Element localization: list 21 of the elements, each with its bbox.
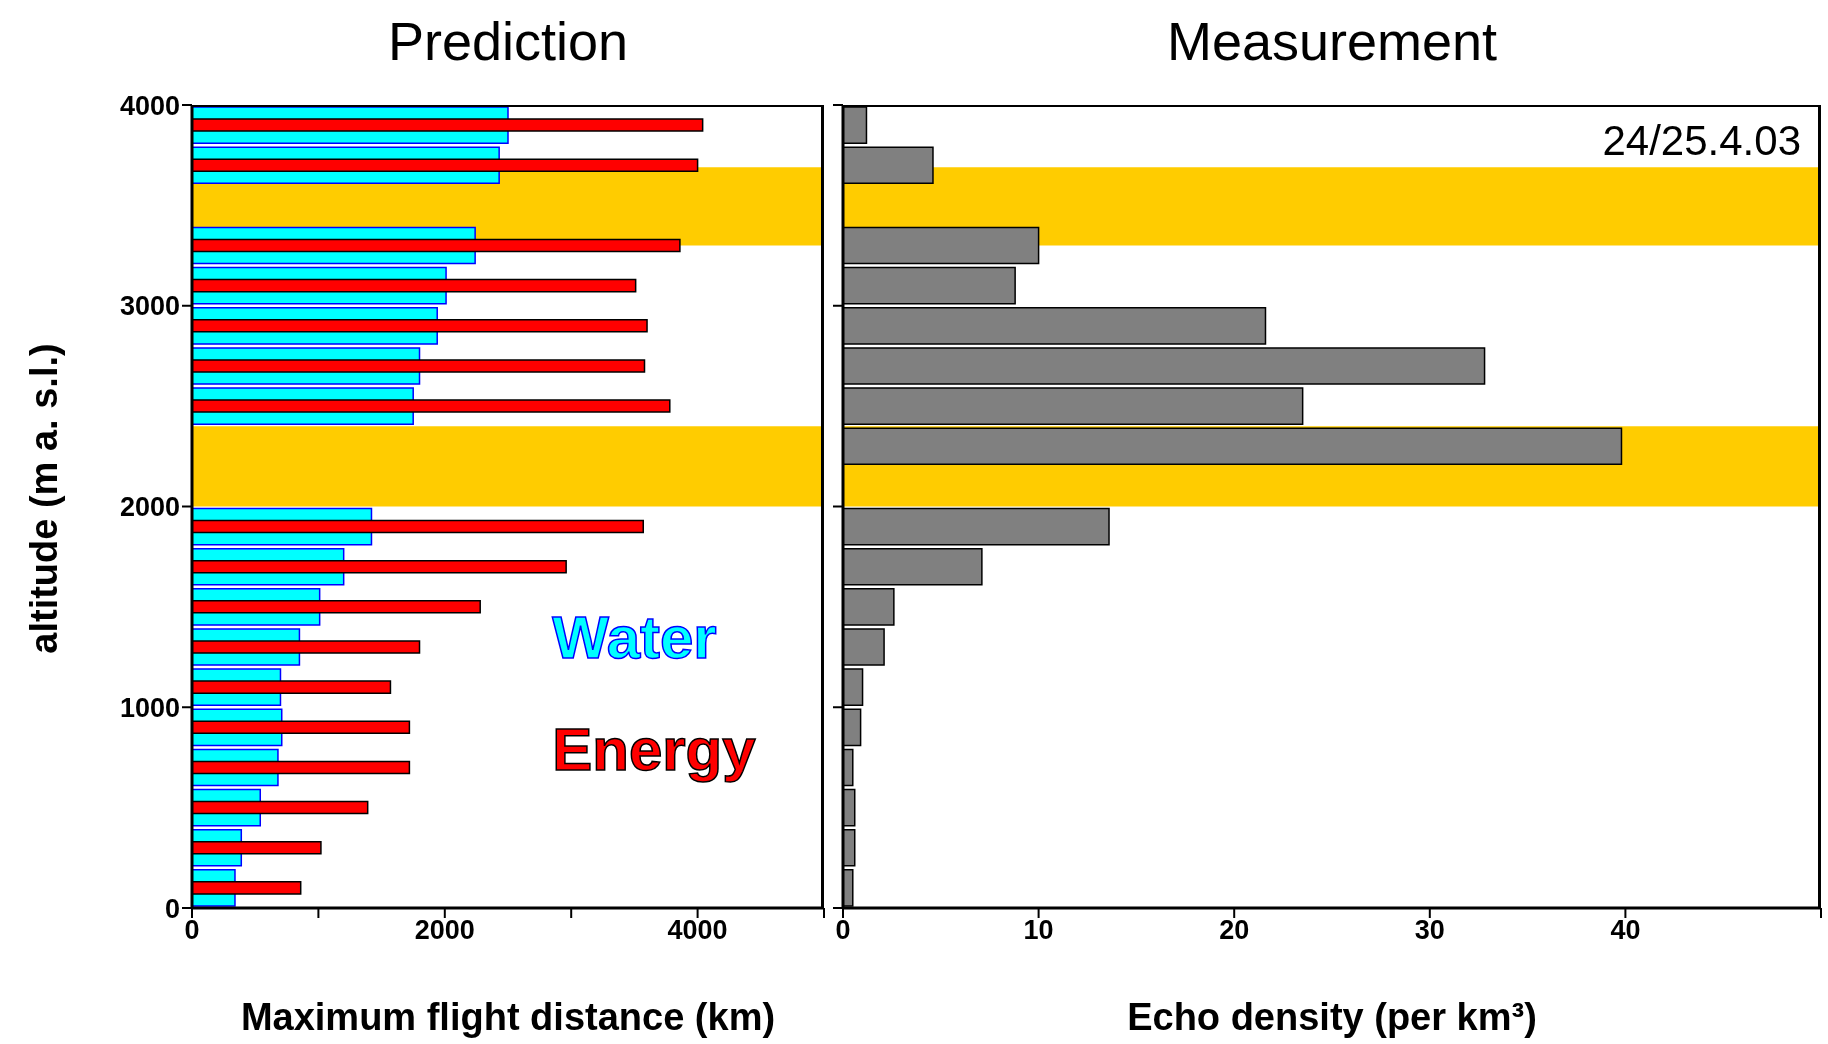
y-tick-label: 0 (164, 893, 180, 924)
x-axis-title: Echo density (per km³) (1127, 996, 1537, 1038)
y-tick-label: 1000 (119, 692, 180, 723)
x-tick-label: 30 (1414, 915, 1445, 946)
y-tick-label: 4000 (119, 90, 180, 121)
x-tick-label: 2000 (414, 915, 475, 946)
text: Water (552, 602, 717, 672)
text: Energy (552, 714, 756, 784)
chart-title: Measurement (1165, 10, 1499, 72)
x-tick-label: 20 (1219, 915, 1250, 946)
x-tick-label: 0 (184, 915, 200, 946)
chart-title: Prediction (386, 10, 630, 72)
x-axis-title: Maximum flight distance (km) (239, 996, 777, 1039)
y-axis-title: altitude (m a. s.l.) (22, 341, 66, 656)
x-tick-label: 4000 (667, 915, 728, 946)
x-tick-label: 0 (835, 915, 851, 946)
x-tick-label: 10 (1023, 915, 1054, 946)
y-tick-label: 3000 (119, 291, 180, 322)
x-tick-label: 40 (1610, 915, 1641, 946)
y-tick-label: 2000 (119, 492, 180, 523)
annotation: 24/25.4.03 (1602, 117, 1801, 165)
